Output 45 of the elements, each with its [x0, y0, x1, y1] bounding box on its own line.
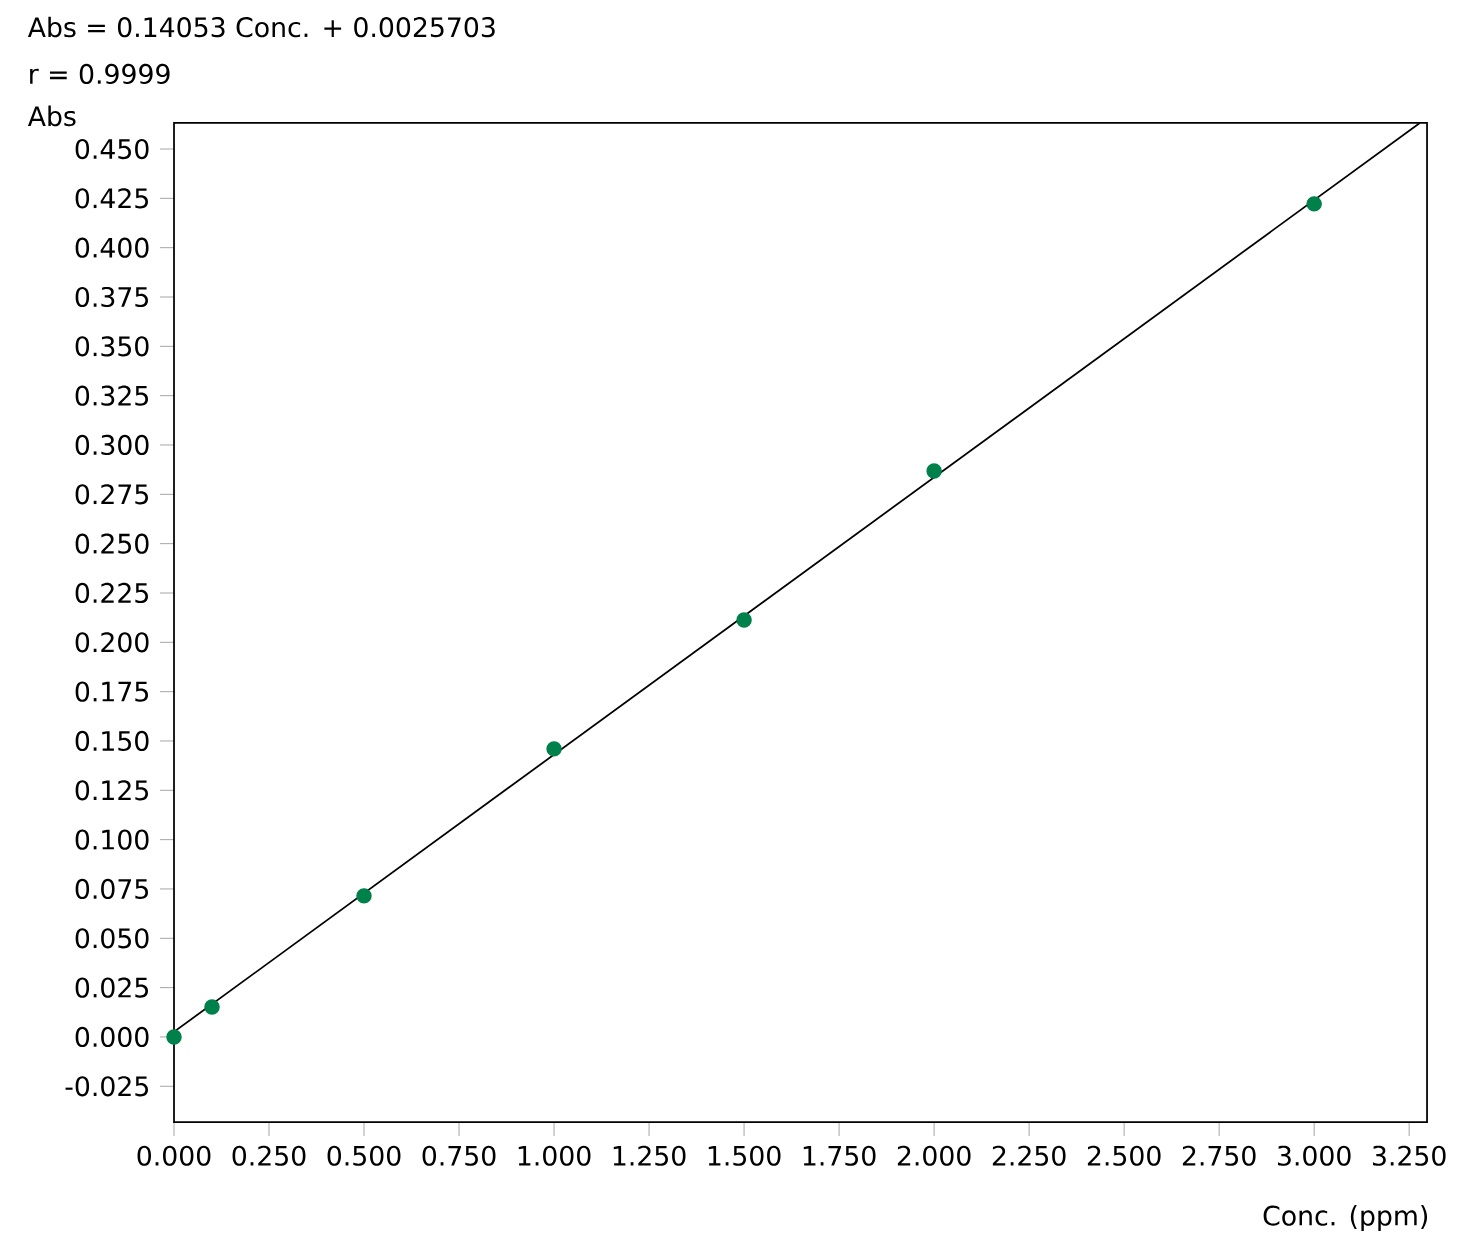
x-tick-label: 1.750 — [803, 1145, 876, 1166]
x-tick-label: 0.500 — [327, 1145, 401, 1166]
x-tick-label: 2.750 — [1182, 1145, 1256, 1166]
x-tick-label: 0.750 — [422, 1145, 496, 1166]
point — [204, 999, 220, 1015]
x-tick-label: 2.500 — [1087, 1145, 1161, 1166]
y-tick-label: 0.425 — [75, 188, 148, 209]
x-tick-label: 0.250 — [232, 1145, 306, 1166]
y-tick-label: 0.275 — [75, 484, 148, 505]
y-tick-label: 0.225 — [75, 582, 148, 604]
y-tick-label: 0.025 — [75, 977, 148, 998]
y-axis-title: Abs — [27, 105, 76, 127]
point — [736, 612, 752, 628]
y-tick-label: 0.200 — [75, 632, 149, 653]
y-tick-label: 0.250 — [75, 533, 149, 554]
y-tick-label: 0.375 — [75, 286, 148, 308]
x-tick-label: 1.250 — [613, 1145, 686, 1166]
point — [1306, 196, 1322, 212]
text: Abs = 0.14053 Conc. + 0.0025703 — [27, 16, 495, 38]
x-tick-label: 1.500 — [708, 1145, 781, 1166]
y-tick-label: 0.450 — [75, 138, 149, 160]
point — [356, 888, 372, 904]
x-tick-label: 2.250 — [992, 1145, 1066, 1166]
x-tick-label: 0.000 — [137, 1145, 211, 1166]
y-tick-label: 0.400 — [75, 237, 149, 258]
point — [166, 1029, 182, 1045]
point — [926, 463, 942, 479]
y-tick-label: 0.175 — [75, 681, 148, 702]
y-tick-label: -0.025 — [65, 1076, 148, 1097]
y-tick-label: 0.350 — [75, 336, 149, 357]
x-tick-label: 3.250 — [1372, 1145, 1446, 1166]
y-tick-label: 0.300 — [75, 434, 149, 456]
x-tick-label: 3.000 — [1277, 1145, 1351, 1166]
y-tick-label: 0.050 — [75, 928, 149, 949]
x-tick-label: 1.000 — [518, 1145, 591, 1166]
x-axis-title: Conc. (ppm) — [1263, 1205, 1428, 1231]
y-tick-label: 0.325 — [75, 385, 148, 406]
y-tick-label: 0.000 — [75, 1026, 149, 1048]
point — [546, 741, 562, 757]
x-tick-label: 2.000 — [897, 1145, 971, 1166]
y-tick-label: 0.125 — [75, 780, 148, 801]
text: r = 0.9999 — [30, 63, 170, 85]
y-tick-label: 0.075 — [75, 878, 148, 900]
y-tick-label: 0.100 — [75, 829, 149, 850]
y-tick-label: 0.150 — [75, 730, 149, 752]
